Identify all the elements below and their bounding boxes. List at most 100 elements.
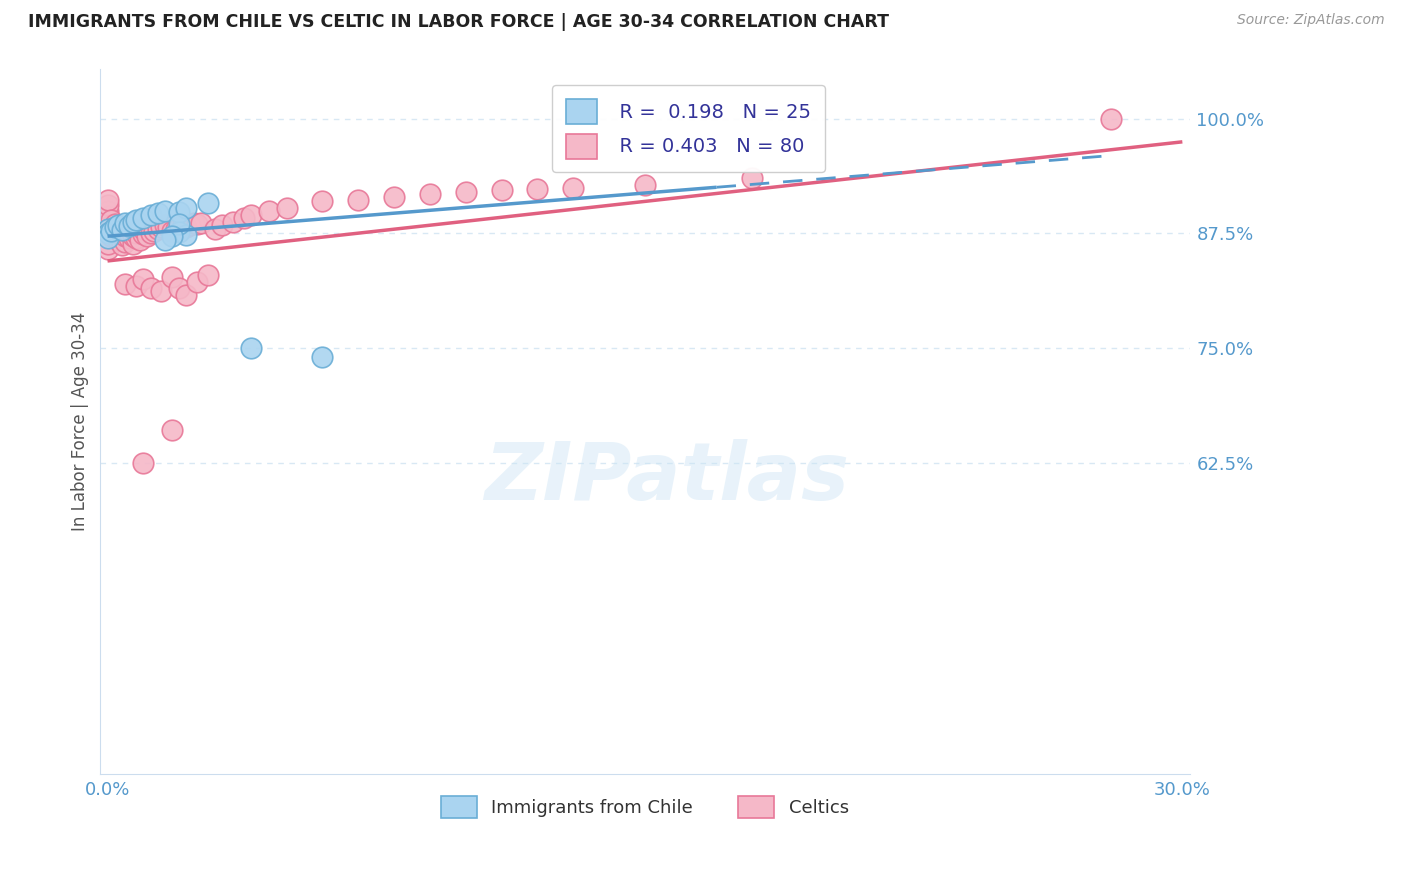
Text: ZIPatlas: ZIPatlas — [484, 439, 849, 516]
Point — [186, 217, 208, 231]
Point — [562, 180, 585, 194]
Point — [634, 178, 657, 192]
Point — [197, 268, 219, 282]
Point — [125, 212, 148, 227]
Point — [96, 220, 118, 235]
Point — [96, 193, 118, 207]
Point — [232, 211, 254, 225]
Point — [100, 212, 122, 227]
Point — [107, 218, 129, 232]
Point — [146, 222, 169, 236]
Point — [176, 220, 198, 235]
Point — [347, 193, 370, 207]
Point — [121, 214, 143, 228]
Point — [96, 236, 118, 251]
Point — [104, 228, 127, 243]
Point — [139, 281, 162, 295]
Point — [176, 288, 198, 302]
Point — [125, 226, 148, 240]
Point — [167, 217, 190, 231]
Point — [125, 278, 148, 293]
Point — [153, 233, 176, 247]
Point — [107, 222, 129, 236]
Point — [104, 217, 127, 231]
Point — [136, 229, 159, 244]
Point — [741, 171, 763, 186]
Point — [96, 227, 118, 241]
Point — [121, 229, 143, 244]
Point — [96, 226, 118, 240]
Point — [183, 216, 205, 230]
Text: IMMIGRANTS FROM CHILE VS CELTIC IN LABOR FORCE | AGE 30-34 CORRELATION CHART: IMMIGRANTS FROM CHILE VS CELTIC IN LABOR… — [28, 13, 889, 31]
Point — [153, 218, 176, 232]
Point — [311, 350, 333, 364]
Point — [491, 183, 513, 197]
Point — [100, 224, 122, 238]
Point — [96, 198, 118, 212]
Point — [111, 223, 134, 237]
Point — [118, 219, 141, 234]
Point — [132, 272, 155, 286]
Point — [526, 182, 548, 196]
Point — [239, 208, 262, 222]
Point — [132, 227, 155, 242]
Point — [160, 424, 183, 438]
Point — [160, 224, 183, 238]
Point — [96, 214, 118, 228]
Point — [100, 224, 122, 238]
Point — [160, 229, 183, 244]
Point — [179, 218, 201, 232]
Point — [454, 186, 477, 200]
Point — [96, 209, 118, 223]
Point — [114, 229, 136, 244]
Y-axis label: In Labor Force | Age 30-34: In Labor Force | Age 30-34 — [72, 311, 89, 531]
Point — [167, 280, 190, 294]
Point — [111, 227, 134, 241]
Point — [204, 222, 226, 236]
Point — [211, 218, 233, 232]
Point — [167, 220, 190, 235]
Point — [107, 227, 129, 242]
Point — [125, 231, 148, 245]
Point — [96, 222, 118, 236]
Point — [150, 220, 173, 235]
Point — [157, 220, 180, 235]
Point — [96, 203, 118, 218]
Point — [128, 233, 150, 247]
Point — [96, 242, 118, 256]
Text: Source: ZipAtlas.com: Source: ZipAtlas.com — [1237, 13, 1385, 28]
Point — [419, 187, 441, 202]
Point — [132, 222, 155, 236]
Point — [190, 216, 212, 230]
Point — [114, 216, 136, 230]
Point — [114, 224, 136, 238]
Point — [176, 201, 198, 215]
Point — [121, 236, 143, 251]
Point — [150, 284, 173, 298]
Point — [239, 341, 262, 355]
Point — [167, 205, 190, 219]
Point — [146, 206, 169, 220]
Point — [100, 229, 122, 244]
Point — [311, 194, 333, 209]
Point — [100, 218, 122, 232]
Point — [139, 226, 162, 240]
Point — [143, 224, 166, 238]
Point — [107, 233, 129, 247]
Point — [104, 223, 127, 237]
Point — [153, 203, 176, 218]
Point — [165, 222, 187, 236]
Point — [276, 201, 298, 215]
Point — [132, 456, 155, 470]
Point — [197, 196, 219, 211]
Point — [139, 208, 162, 222]
Point — [132, 211, 155, 225]
Point — [160, 269, 183, 284]
Point — [96, 231, 118, 245]
Point — [172, 218, 194, 232]
Point — [111, 238, 134, 252]
Point — [114, 277, 136, 291]
Point — [104, 220, 127, 235]
Point — [186, 275, 208, 289]
Legend: Immigrants from Chile, Celtics: Immigrants from Chile, Celtics — [433, 789, 856, 825]
